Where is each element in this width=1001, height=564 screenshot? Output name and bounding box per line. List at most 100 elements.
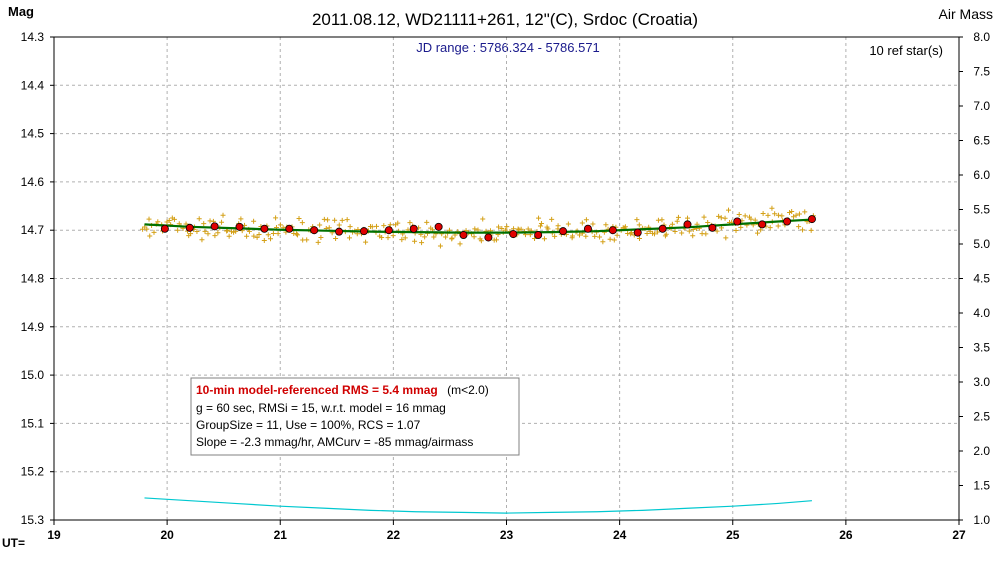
binned-point (509, 230, 518, 239)
raw-point (472, 226, 478, 232)
raw-point (304, 237, 310, 243)
raw-point (685, 215, 691, 221)
y-left-tick-label: 14.4 (21, 78, 45, 92)
raw-point (171, 216, 177, 222)
raw-point (201, 221, 207, 227)
y-right-tick-label: 7.5 (973, 65, 990, 79)
raw-point (194, 229, 200, 235)
raw-point (628, 230, 634, 236)
y-right-tick-label: 7.0 (973, 99, 990, 113)
raw-point (155, 219, 161, 225)
raw-point (758, 227, 764, 233)
raw-point (748, 216, 754, 222)
raw-point (742, 213, 748, 219)
raw-point (437, 243, 443, 249)
jd-range-subtitle: JD range : 5786.324 - 5786.571 (416, 40, 600, 55)
raw-point (765, 212, 771, 218)
raw-point (332, 217, 338, 223)
raw-point (504, 224, 510, 230)
y-right-tick-label: 5.5 (973, 203, 990, 217)
binned-point (559, 227, 568, 236)
binned-point (310, 226, 319, 235)
airmass-curve-layer (144, 497, 812, 514)
binned-point (160, 224, 169, 233)
x-tick-label: 27 (952, 528, 966, 542)
raw-point (265, 232, 271, 238)
raw-point (718, 215, 724, 221)
raw-point (471, 234, 477, 240)
raw-point (233, 228, 239, 234)
raw-point (705, 219, 711, 225)
raw-point (202, 228, 208, 234)
raw-point (299, 220, 305, 226)
raw-point (690, 233, 696, 239)
raw-point (772, 211, 778, 217)
y-right-tick-label: 5.0 (973, 237, 990, 251)
y-right-tick-label: 4.0 (973, 306, 990, 320)
raw-point (270, 230, 276, 236)
binned-point (608, 226, 617, 235)
binned-point (235, 222, 244, 231)
raw-point (390, 233, 396, 239)
y-axis-left-label: Mag (8, 4, 34, 19)
raw-point (431, 234, 437, 240)
raw-point (525, 226, 531, 232)
raw-point (275, 231, 281, 237)
airmass-curve (144, 497, 812, 514)
raw-point (622, 224, 628, 230)
x-tick-label: 20 (160, 528, 174, 542)
raw-point (767, 225, 773, 231)
raw-point (738, 224, 744, 230)
raw-point (207, 218, 213, 224)
x-tick-label: 24 (613, 528, 627, 542)
raw-point (457, 241, 463, 247)
binned-points-layer (160, 215, 816, 242)
y-right-tick-label: 2.0 (973, 444, 990, 458)
raw-point (597, 234, 603, 240)
raw-point (478, 238, 484, 244)
stats-line-3: GroupSize = 11, Use = 100%, RCS = 1.07 (196, 418, 421, 432)
raw-point (675, 214, 681, 220)
raw-point (256, 232, 262, 238)
raw-point (346, 235, 352, 241)
raw-point (188, 231, 194, 237)
raw-point (652, 231, 658, 237)
raw-point (339, 217, 345, 223)
binned-point (459, 231, 468, 240)
raw-point (385, 235, 391, 241)
raw-point (251, 233, 257, 239)
x-axis-label: UT= (2, 536, 25, 550)
raw-point (333, 235, 339, 241)
raw-point (147, 233, 153, 239)
svg-text:10-min model-referenced RMS =: 10-min model-referenced RMS = 5.4 mmag (… (196, 383, 489, 397)
binned-point (185, 223, 194, 232)
x-tick-label: 25 (726, 528, 740, 542)
y-right-tick-label: 6.0 (973, 168, 990, 182)
raw-point (760, 211, 766, 217)
y-left-tick-label: 15.0 (21, 368, 45, 382)
raw-point (399, 237, 405, 243)
y-left-tick-label: 14.8 (21, 272, 45, 286)
y-right-tick-label: 1.5 (973, 479, 990, 493)
binned-point (733, 217, 742, 226)
raw-point (552, 233, 558, 239)
raw-point (755, 230, 761, 236)
x-tick-label: 21 (274, 528, 288, 542)
stats-line-2: g = 60 sec, RMSi = 15, w.r.t. model = 16… (196, 401, 446, 415)
binned-point (807, 215, 816, 224)
raw-point (583, 217, 589, 223)
raw-point (318, 235, 324, 241)
raw-point (555, 223, 561, 229)
raw-point (518, 226, 524, 232)
y-left-tick-label: 14.3 (21, 30, 45, 44)
raw-point (326, 225, 332, 231)
raw-point (570, 233, 576, 239)
raw-point (644, 231, 650, 237)
raw-point (592, 233, 598, 239)
raw-point (205, 231, 211, 237)
raw-point (736, 212, 742, 218)
raw-point (679, 230, 685, 236)
binned-point (210, 222, 219, 231)
stats-box-frame (190, 377, 520, 456)
